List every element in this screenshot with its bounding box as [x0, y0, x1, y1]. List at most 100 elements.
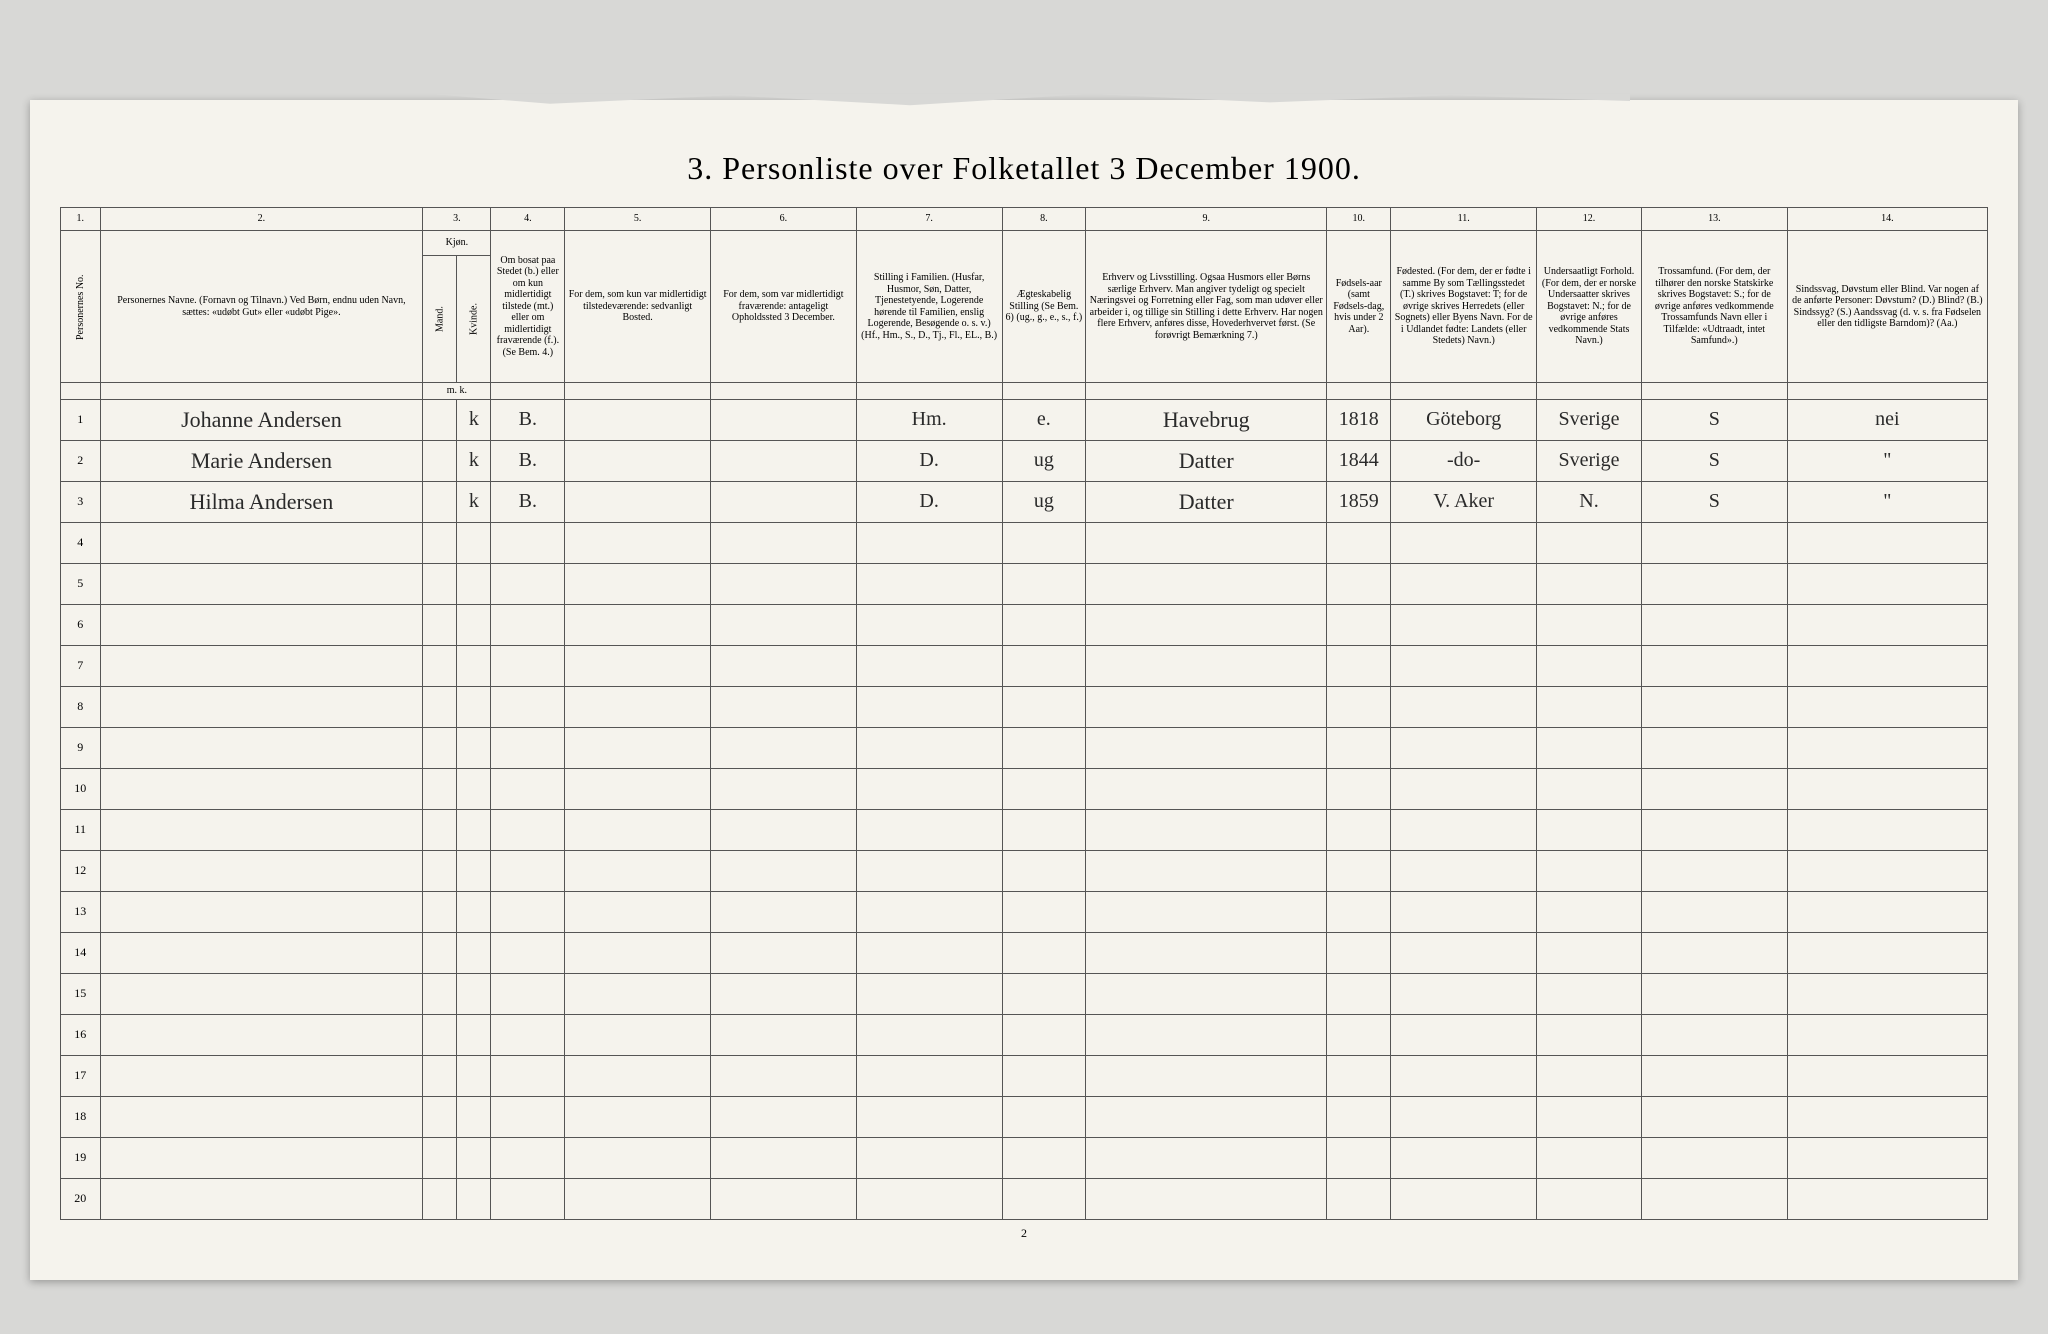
table-row-empty: 9 — [61, 727, 1988, 768]
cell-empty — [1641, 1014, 1787, 1055]
cell-empty — [491, 809, 565, 850]
cell-empty — [1002, 727, 1086, 768]
colnum-9: 9. — [1086, 208, 1327, 231]
blank-10 — [1327, 383, 1391, 400]
blank-11 — [1391, 383, 1537, 400]
cell-empty — [1327, 768, 1391, 809]
cell-empty — [423, 645, 457, 686]
table-row-empty: 16 — [61, 1014, 1988, 1055]
hdr-3: Kjøn. — [423, 231, 491, 256]
cell-empty — [856, 686, 1002, 727]
cell-stilling: D. — [856, 481, 1002, 522]
cell-empty — [100, 1178, 423, 1219]
cell-empty — [1641, 768, 1787, 809]
form-title: 3. Personliste over Folketallet 3 Decemb… — [30, 100, 2018, 207]
cell-empty — [856, 1055, 1002, 1096]
cell-empty — [565, 809, 711, 850]
header-mk-row: m. k. — [61, 383, 1988, 400]
blank-9 — [1086, 383, 1327, 400]
blank-13 — [1641, 383, 1787, 400]
cell-c5 — [565, 440, 711, 481]
cell-empty — [423, 932, 457, 973]
cell-empty — [1391, 727, 1537, 768]
cell-empty — [856, 1096, 1002, 1137]
header-row: Personernes No. Personernes Navne. (Forn… — [61, 231, 1988, 256]
table-row-empty: 11 — [61, 809, 1988, 850]
cell-empty — [100, 1137, 423, 1178]
cell-empty — [457, 1178, 491, 1219]
cell-empty — [1086, 522, 1327, 563]
cell-empty — [457, 686, 491, 727]
cell-empty — [856, 604, 1002, 645]
cell-empty — [423, 1014, 457, 1055]
cell-empty — [1537, 1178, 1642, 1219]
table-row-empty: 6 — [61, 604, 1988, 645]
hdr-11: Fødested. (For dem, der er fødte i samme… — [1391, 231, 1537, 383]
cell-empty — [1787, 727, 1987, 768]
table-row-empty: 17 — [61, 1055, 1988, 1096]
cell-empty — [565, 686, 711, 727]
cell-c5 — [565, 399, 711, 440]
cell-empty — [491, 1096, 565, 1137]
cell-empty — [1002, 768, 1086, 809]
row-number: 17 — [61, 1055, 101, 1096]
cell-c6 — [711, 481, 857, 522]
row-number: 7 — [61, 645, 101, 686]
table-row-empty: 7 — [61, 645, 1988, 686]
cell-empty — [1002, 891, 1086, 932]
cell-empty — [1391, 932, 1537, 973]
cell-empty — [1086, 563, 1327, 604]
cell-empty — [565, 1096, 711, 1137]
cell-empty — [491, 604, 565, 645]
cell-empty — [491, 563, 565, 604]
table-row-empty: 4 — [61, 522, 1988, 563]
hdr-1: Personernes No. — [61, 231, 101, 383]
cell-empty — [423, 1055, 457, 1096]
cell-empty — [457, 645, 491, 686]
cell-empty — [1537, 1137, 1642, 1178]
cell-empty — [1327, 1178, 1391, 1219]
census-table: 1. 2. 3. 4. 5. 6. 7. 8. 9. 10. 11. 12. 1… — [60, 207, 1988, 1220]
cell-c5 — [565, 481, 711, 522]
cell-forhold: N. — [1537, 481, 1642, 522]
row-number: 4 — [61, 522, 101, 563]
cell-empty — [565, 932, 711, 973]
cell-empty — [1391, 1137, 1537, 1178]
cell-name: Marie Andersen — [100, 440, 423, 481]
cell-empty — [1391, 768, 1537, 809]
cell-empty — [491, 1014, 565, 1055]
cell-empty — [457, 1014, 491, 1055]
cell-empty — [491, 932, 565, 973]
cell-empty — [1641, 563, 1787, 604]
cell-empty — [1537, 850, 1642, 891]
cell-erhverv: Datter — [1086, 481, 1327, 522]
cell-empty — [1327, 1137, 1391, 1178]
cell-empty — [1787, 932, 1987, 973]
hdr-3m-label: Mand. — [434, 306, 445, 332]
cell-empty — [100, 604, 423, 645]
cell-empty — [711, 850, 857, 891]
cell-fodested: -do- — [1391, 440, 1537, 481]
blank-5 — [565, 383, 711, 400]
cell-empty — [1641, 932, 1787, 973]
cell-empty — [1641, 1055, 1787, 1096]
cell-aar: 1818 — [1327, 399, 1391, 440]
hdr-mk: m. k. — [423, 383, 491, 400]
table-header: 1. 2. 3. 4. 5. 6. 7. 8. 9. 10. 11. 12. 1… — [61, 208, 1988, 400]
cell-empty — [1641, 973, 1787, 1014]
cell-empty — [1327, 973, 1391, 1014]
cell-empty — [1787, 973, 1987, 1014]
cell-empty — [1327, 604, 1391, 645]
cell-sex-k: k — [457, 399, 491, 440]
hdr-5: For dem, som kun var midlertidigt tilste… — [565, 231, 711, 383]
cell-empty — [1086, 1096, 1327, 1137]
hdr-3k-label: Kvinde. — [468, 303, 479, 335]
cell-empty — [457, 850, 491, 891]
cell-empty — [1086, 768, 1327, 809]
cell-empty — [711, 1137, 857, 1178]
hdr-12: Undersaatligt Forhold. (For dem, der er … — [1537, 231, 1642, 383]
cell-empty — [856, 727, 1002, 768]
cell-empty — [1391, 1014, 1537, 1055]
row-number: 12 — [61, 850, 101, 891]
cell-empty — [491, 973, 565, 1014]
